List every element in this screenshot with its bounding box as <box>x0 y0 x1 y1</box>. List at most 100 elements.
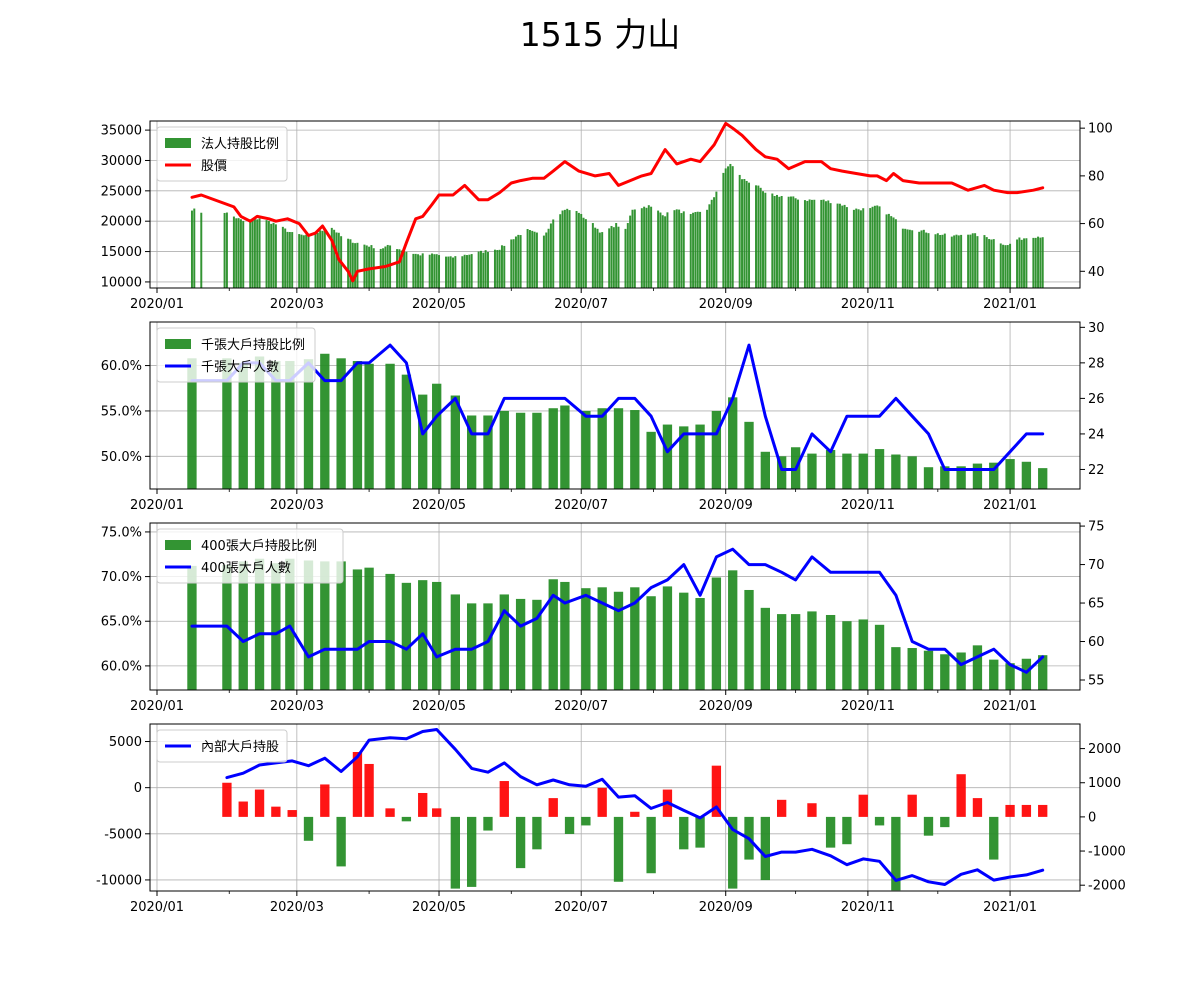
bar <box>939 234 942 288</box>
bar <box>365 245 368 288</box>
y2-tick-label: 24 <box>1088 427 1105 442</box>
bar <box>515 816 526 869</box>
bar <box>418 394 428 489</box>
bar <box>232 216 235 288</box>
bar <box>253 218 256 288</box>
y-tick-label: -10000 <box>96 873 142 888</box>
bar <box>708 204 711 288</box>
bar <box>271 361 281 489</box>
bar <box>466 816 477 887</box>
bar <box>271 806 281 817</box>
bar <box>999 243 1002 288</box>
y2-tick-label: 60 <box>1088 635 1105 650</box>
plot-frame <box>149 120 1081 289</box>
bar <box>1021 461 1032 489</box>
bar <box>285 558 295 690</box>
bar <box>466 603 477 690</box>
bar <box>985 237 988 288</box>
y2-tick-label: 28 <box>1088 356 1105 371</box>
bar <box>940 654 950 690</box>
y-tick-label: 50.0% <box>101 450 142 465</box>
bar <box>941 234 944 288</box>
bar <box>925 232 928 288</box>
y2-tick-label: -1000 <box>1088 845 1126 860</box>
bar <box>673 210 676 288</box>
bar <box>858 794 868 817</box>
y-tick-label: 15000 <box>101 245 142 260</box>
bar <box>934 234 937 288</box>
bar <box>305 234 308 288</box>
bar <box>382 248 385 288</box>
bar <box>776 456 787 489</box>
bar <box>792 196 795 288</box>
bar <box>447 256 450 288</box>
bar <box>242 221 245 288</box>
bar <box>433 254 436 288</box>
bar <box>450 594 460 690</box>
bar <box>992 239 995 288</box>
legend-p3: 400張大戶持股比例 400張大戶人數 <box>156 528 344 584</box>
bar <box>320 784 330 817</box>
bar <box>764 192 767 288</box>
bar <box>787 196 790 288</box>
bar <box>594 227 597 288</box>
bar <box>662 586 673 690</box>
bar <box>323 230 326 288</box>
bar <box>920 230 923 288</box>
bar <box>200 212 203 288</box>
bar <box>829 203 832 288</box>
bar <box>479 250 482 288</box>
bar <box>624 228 627 288</box>
bar <box>403 251 406 288</box>
bar <box>575 211 578 288</box>
bar <box>1025 238 1028 288</box>
bar <box>320 353 330 489</box>
bar <box>1016 239 1019 288</box>
bar <box>319 230 322 288</box>
bar <box>972 463 983 489</box>
bar <box>223 212 226 288</box>
bar <box>526 229 529 288</box>
bar <box>711 577 722 690</box>
bar <box>238 362 248 489</box>
bar <box>385 808 395 817</box>
bar <box>741 179 744 288</box>
bar <box>254 558 265 690</box>
bar <box>972 645 983 690</box>
bar <box>484 250 487 288</box>
bar <box>560 581 570 690</box>
bar <box>901 228 904 288</box>
bar <box>414 253 417 288</box>
bar <box>302 235 305 288</box>
bar <box>613 408 624 489</box>
y-tick-label: 20000 <box>101 215 142 230</box>
gridlines <box>150 121 1080 288</box>
y-tick-label: 60.0% <box>101 359 142 374</box>
bar <box>857 209 860 288</box>
bar <box>256 219 259 288</box>
bar <box>967 234 970 288</box>
bar <box>270 223 273 288</box>
bar <box>272 222 275 288</box>
bar <box>645 207 648 288</box>
bar <box>1005 804 1015 817</box>
bar <box>699 211 702 288</box>
y-tick-label: 75.0% <box>101 525 142 540</box>
bar <box>615 223 618 288</box>
left-y-axis: -10000 -5000 0 5000 <box>96 735 150 888</box>
panel-p2: 2020/01 2020/03 2020/05 2020/07 2020/09 2020/… <box>101 321 1105 513</box>
bar <box>417 254 420 288</box>
bar <box>419 255 422 288</box>
bar <box>657 210 660 288</box>
bar <box>321 230 324 288</box>
bar <box>598 232 601 288</box>
y2-tick-label: 40 <box>1088 265 1105 280</box>
bar <box>608 228 611 288</box>
bar <box>613 816 624 882</box>
x-axis: 2020/01 2020/03 2020/05 2020/07 2020/09 2020/… <box>130 690 1037 714</box>
bar <box>862 208 865 288</box>
x-tick-label: 2020/07 <box>554 297 608 312</box>
bar <box>300 234 303 288</box>
bar <box>225 212 228 288</box>
